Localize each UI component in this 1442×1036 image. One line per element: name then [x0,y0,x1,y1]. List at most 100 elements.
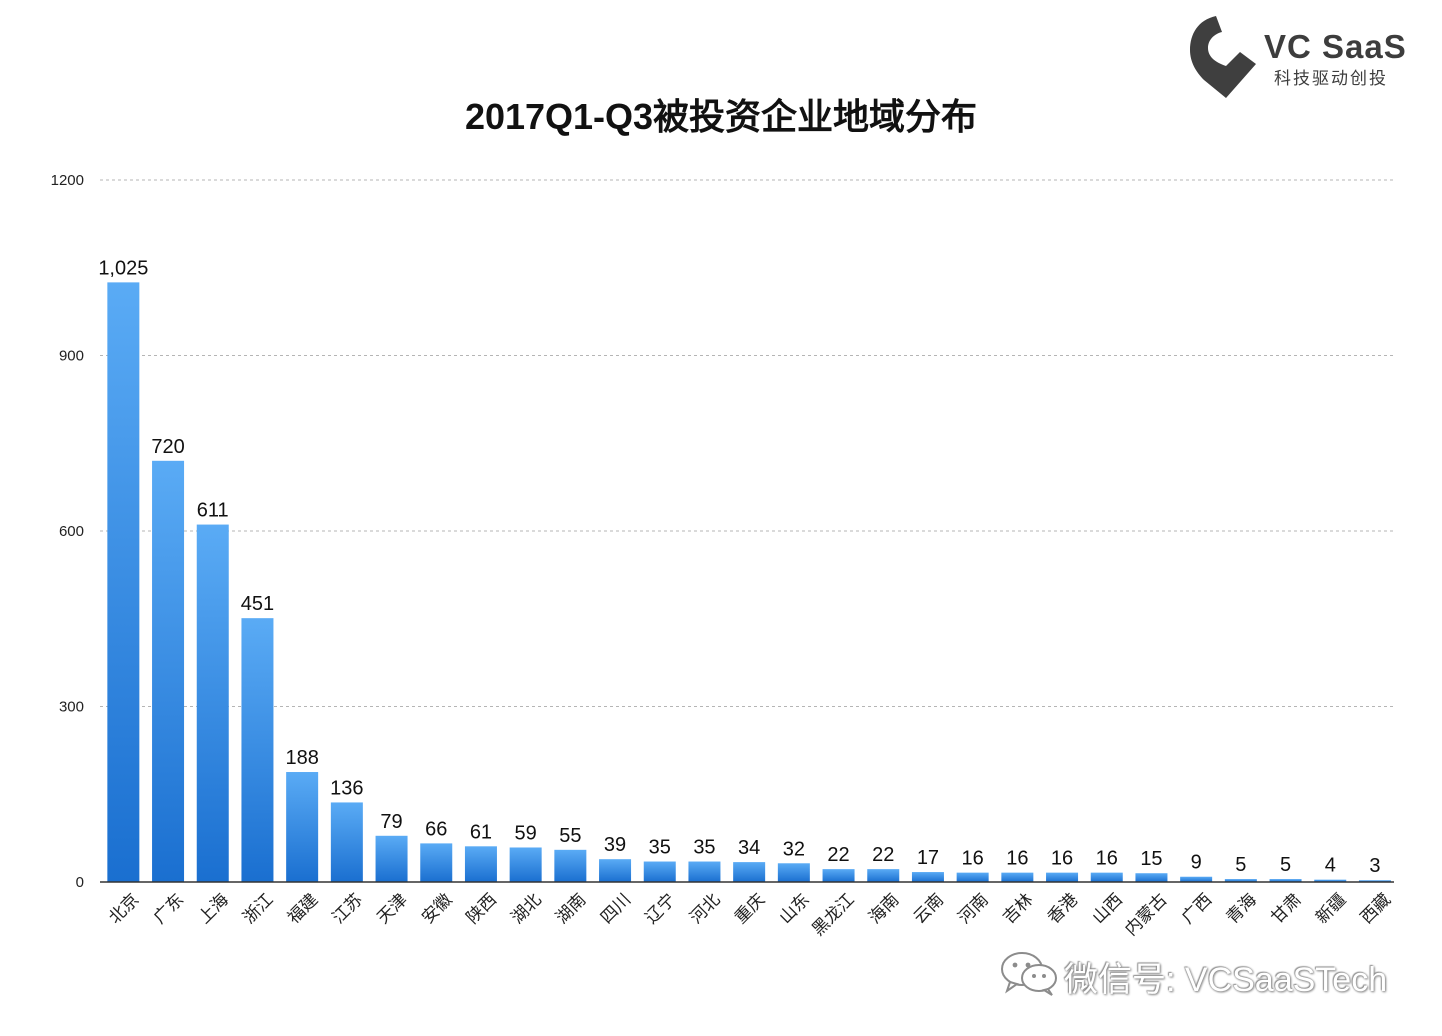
x-tick-label: 辽宁 [642,890,679,927]
bar-新疆 [1314,879,1347,882]
value-label: 79 [380,811,402,833]
x-tick-label: 河北 [686,890,723,927]
value-label: 720 [151,436,184,458]
value-label: 59 [515,822,537,844]
value-label: 1,025 [98,257,148,279]
bar-山西 [1090,872,1123,882]
value-label: 17 [917,847,939,869]
value-label: 16 [1096,848,1118,870]
value-label: 66 [425,818,447,840]
value-label: 35 [693,837,715,859]
x-tick-label: 重庆 [731,890,768,927]
x-tick-label: 新疆 [1312,890,1349,927]
x-tick-label: 上海 [195,890,232,927]
x-tick-label: 天津 [373,890,410,927]
x-tick-label: 浙江 [239,890,276,927]
value-label: 16 [1051,848,1073,870]
value-label: 16 [962,848,984,870]
bar-河南 [956,872,989,882]
y-tick-label: 1200 [51,172,84,189]
brand-tagline: 科技驱动创投 [1274,69,1388,88]
bar-黑龙江 [822,869,855,882]
x-tick-label: 青海 [1223,890,1260,927]
value-label: 136 [330,777,363,799]
bar-山东 [777,863,810,882]
x-tick-label: 广西 [1178,890,1215,927]
x-tick-label: 广东 [150,890,187,927]
bar-福建 [286,772,319,882]
value-label: 188 [285,747,318,769]
bar-香港 [1046,872,1079,882]
x-tick-label: 香港 [1044,890,1081,927]
vcsaas-logo-icon [1190,16,1256,98]
value-label: 5 [1280,854,1291,876]
x-tick-label: 山西 [1089,890,1126,927]
x-tick-label: 黑龙江 [808,890,857,939]
bar-陕西 [464,846,497,882]
value-label: 611 [197,500,229,522]
x-tick-label: 北京 [105,890,142,927]
bar-广东 [152,460,185,882]
value-label: 22 [827,844,849,866]
x-tick-label: 湖南 [552,890,589,927]
x-tick-label: 湖北 [507,890,544,927]
value-label: 55 [559,825,581,847]
wechat-icon [1001,952,1057,996]
x-tick-label: 福建 [284,890,321,927]
value-label: 39 [604,834,626,856]
category-labels: 北京 广东 上海 浙江 福建 江苏 天津 安徽 陕西 湖北 湖南 四川 辽宁 河北 重庆 山东黑龙江 海南 云南河… [105,890,1394,939]
value-label: 4 [1325,855,1336,877]
bar-重庆 [733,862,766,882]
bar-安徽 [420,843,453,882]
x-tick-label: 河南 [954,890,991,927]
x-tick-label: 山东 [776,890,813,927]
x-tick-label: 云南 [910,890,947,927]
value-label: 15 [1140,848,1162,870]
y-tick-label: 0 [76,874,84,891]
value-label: 22 [872,844,894,866]
bar-吉林 [1001,872,1034,882]
value-label: 32 [783,838,805,860]
bar-西藏 [1358,880,1391,882]
bar-天津 [375,835,408,882]
brand-logo: VC SaaS 科技驱动创投 [1188,12,1428,102]
bar-云南 [911,872,944,882]
value-label: 9 [1191,852,1202,874]
x-tick-label: 吉林 [999,890,1036,927]
x-tick-label: 甘肃 [1267,890,1304,927]
bar-青海 [1224,879,1257,882]
y-tick-label: 300 [59,699,84,716]
bar-江苏 [330,802,363,882]
value-label: 61 [470,821,492,843]
x-tick-label: 海南 [865,890,902,927]
y-axis-ticks: 0 300 600 900 1200 [51,172,84,891]
x-tick-label: 四川 [597,890,634,927]
value-label: 5 [1235,854,1246,876]
bar-海南 [867,869,900,882]
x-tick-label: 内蒙古 [1121,890,1170,939]
bar-湖北 [509,847,542,882]
value-label: 451 [241,593,274,615]
watermark-text: 微信号: VCSaaSTech [1064,961,1388,999]
bar-四川 [599,859,632,882]
x-tick-label: 江苏 [329,890,366,927]
value-label: 35 [649,837,671,859]
x-tick-label: 西藏 [1357,890,1394,927]
bar-甘肃 [1269,879,1302,882]
bar-浙江 [241,618,274,882]
bar-上海 [196,524,229,882]
brand-name: VC SaaS [1264,28,1407,65]
x-tick-label: 陕西 [463,890,500,927]
bar-辽宁 [643,861,676,882]
bar-河北 [688,861,721,882]
bars [107,282,1391,882]
bar-广西 [1180,876,1213,882]
y-tick-label: 900 [59,348,84,365]
value-label: 3 [1369,855,1380,877]
chart-title: 2017Q1-Q3被投资企业地域分布 [464,96,978,137]
value-label: 16 [1006,848,1028,870]
value-label: 34 [738,837,760,859]
x-tick-label: 安徽 [418,890,455,927]
bar-内蒙古 [1135,873,1168,882]
